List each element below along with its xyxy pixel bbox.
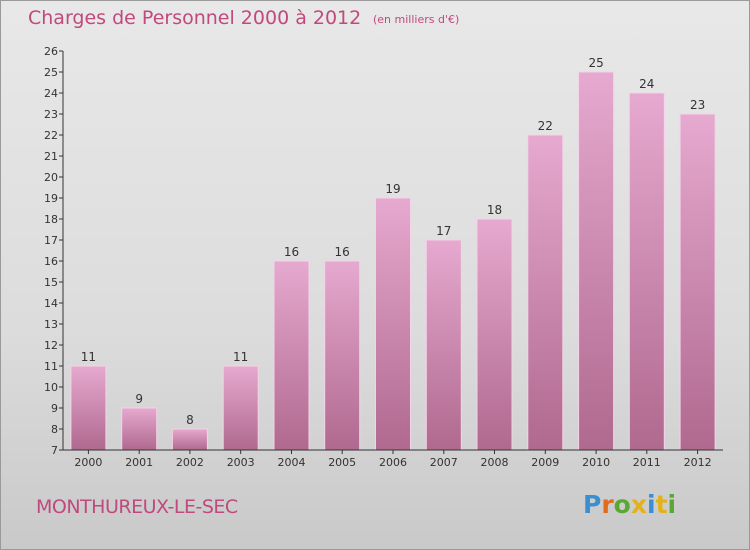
bar-2010 bbox=[578, 71, 615, 451]
y-tick-label: 24 bbox=[44, 87, 58, 100]
bar-value-label: 24 bbox=[639, 77, 654, 91]
y-tick-label: 14 bbox=[44, 297, 58, 310]
bars-group: 11 9 8 11 16 16 19 17 18 22 25 24 23 bbox=[70, 56, 716, 451]
logo-letter: x bbox=[630, 490, 647, 519]
bar-value-label: 25 bbox=[588, 56, 603, 70]
y-tick-label: 15 bbox=[44, 276, 58, 289]
y-tick-label: 26 bbox=[44, 45, 58, 58]
logo-letter: o bbox=[613, 490, 631, 519]
bar-value-label: 17 bbox=[436, 224, 451, 238]
x-tick-label: 2004 bbox=[278, 456, 306, 469]
bar-value-label: 11 bbox=[81, 350, 96, 364]
y-tick-label: 16 bbox=[44, 255, 58, 268]
y-tick-label: 22 bbox=[44, 129, 58, 142]
logo-letter: P bbox=[583, 490, 602, 519]
bar-2004 bbox=[273, 260, 310, 451]
x-tick-label: 2011 bbox=[633, 456, 661, 469]
y-tick-label: 21 bbox=[44, 150, 58, 163]
bar-value-label: 19 bbox=[385, 182, 400, 196]
bar-2002 bbox=[171, 428, 208, 451]
x-tick-label: 2005 bbox=[328, 456, 356, 469]
bar-value-label: 11 bbox=[233, 350, 248, 364]
y-tick-label: 9 bbox=[51, 402, 58, 415]
logo-letter: t bbox=[655, 490, 668, 519]
x-tick-label: 2003 bbox=[227, 456, 255, 469]
x-tick-label: 2006 bbox=[379, 456, 407, 469]
bar-2011 bbox=[628, 92, 665, 451]
y-tick-label: 7 bbox=[51, 444, 58, 457]
bar-value-label: 18 bbox=[487, 203, 502, 217]
y-tick-label: 11 bbox=[44, 360, 58, 373]
bar-value-label: 23 bbox=[690, 98, 705, 112]
y-tick-label: 12 bbox=[44, 339, 58, 352]
bar-2000 bbox=[70, 365, 107, 451]
x-axis: 2000 2001 2002 2003 2004 2005 2006 2007 2008 2009… bbox=[63, 449, 723, 469]
bar-value-label: 16 bbox=[284, 245, 299, 259]
x-tick-label: 2001 bbox=[125, 456, 153, 469]
y-tick-label: 18 bbox=[44, 213, 58, 226]
y-tick-label: 19 bbox=[44, 192, 58, 205]
x-tick-label: 2008 bbox=[481, 456, 509, 469]
bar-value-label: 22 bbox=[538, 119, 553, 133]
bar-value-label: 9 bbox=[135, 392, 143, 406]
logo-letter: r bbox=[601, 490, 614, 519]
logo-letter: i bbox=[647, 490, 656, 519]
logo-letter: i bbox=[667, 490, 677, 519]
bar-2008 bbox=[476, 218, 513, 451]
y-tick-label: 10 bbox=[44, 381, 58, 394]
y-tick-label: 25 bbox=[44, 66, 58, 79]
y-tick-label: 8 bbox=[51, 423, 58, 436]
x-tick-label: 2000 bbox=[74, 456, 102, 469]
x-tick-label: 2009 bbox=[531, 456, 559, 469]
bar-2005 bbox=[324, 260, 361, 451]
y-tick-label: 13 bbox=[44, 318, 58, 331]
chart-subtitle: (en milliers d'€) bbox=[373, 13, 460, 26]
bar-2007 bbox=[425, 239, 462, 451]
y-tick-label: 17 bbox=[44, 234, 58, 247]
bar-2003 bbox=[222, 365, 259, 451]
y-axis: 7 8 9 10 11 12 13 14 15 16 17 18 19 20 21 22 23 24 25 26 bbox=[44, 45, 64, 457]
x-tick-label: 2010 bbox=[582, 456, 610, 469]
bar-value-label: 8 bbox=[186, 413, 194, 427]
bar-2009 bbox=[527, 134, 564, 451]
y-tick-label: 20 bbox=[44, 171, 58, 184]
y-tick-label: 23 bbox=[44, 108, 58, 121]
commune-name: MONTHUREUX-LE-SEC bbox=[36, 496, 238, 518]
proxiti-logo: Proxiti bbox=[583, 490, 676, 519]
bar-2006 bbox=[375, 197, 411, 451]
bar-2001 bbox=[121, 407, 158, 451]
bar-value-label: 16 bbox=[335, 245, 350, 259]
x-tick-label: 2002 bbox=[176, 456, 204, 469]
bar-2012 bbox=[679, 113, 716, 451]
x-tick-label: 2012 bbox=[684, 456, 712, 469]
chart-title: Charges de Personnel 2000 à 2012 bbox=[28, 7, 362, 29]
x-tick-label: 2007 bbox=[430, 456, 458, 469]
